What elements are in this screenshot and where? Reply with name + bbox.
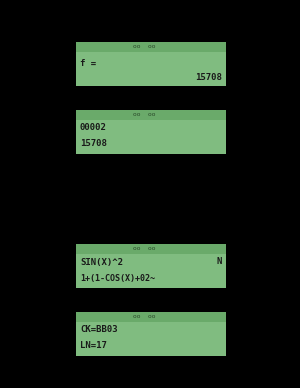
Text: oo  oo: oo oo: [133, 113, 155, 118]
Text: 00002: 00002: [80, 123, 107, 132]
Text: oo  oo: oo oo: [133, 246, 155, 251]
Text: LN=17: LN=17: [80, 341, 107, 350]
Bar: [76, 312, 226, 356]
Text: 15708: 15708: [80, 140, 107, 149]
Text: SIN(X)^2: SIN(X)^2: [80, 258, 123, 267]
Text: oo  oo: oo oo: [133, 315, 155, 319]
Bar: [76, 312, 226, 322]
Text: oo  oo: oo oo: [133, 45, 155, 50]
Bar: [76, 244, 226, 288]
Bar: [76, 110, 226, 154]
Bar: [76, 110, 226, 120]
Text: N: N: [217, 258, 222, 267]
Bar: [76, 42, 226, 52]
Text: f =: f =: [80, 59, 96, 69]
Bar: [76, 42, 226, 86]
Text: CK=BB03: CK=BB03: [80, 326, 118, 334]
Bar: [76, 244, 226, 254]
Text: 15708: 15708: [195, 73, 222, 83]
Text: 1+(1-COS(X)+02~: 1+(1-COS(X)+02~: [80, 274, 155, 282]
